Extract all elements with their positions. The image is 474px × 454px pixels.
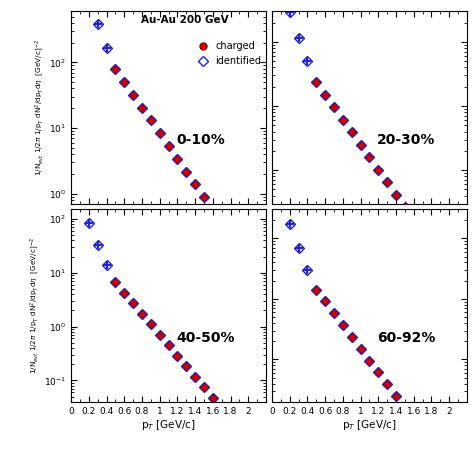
- Y-axis label: 1/N$_{evt}$ 1/2$\pi$ 1/p$_T$ dN$^2$/dp$_T$d$\eta$  [GeV/c]$^{-2}$: 1/N$_{evt}$ 1/2$\pi$ 1/p$_T$ dN$^2$/dp$_…: [28, 237, 41, 374]
- Y-axis label: 1/N$_{evt}$ 1/2$\pi$ 1/p$_T$ dN$^2$/dp$_T$d$\eta$  [GeV/c]$^{-2}$: 1/N$_{evt}$ 1/2$\pi$ 1/p$_T$ dN$^2$/dp$_…: [34, 39, 46, 176]
- X-axis label: p$_T$ [GeV/c]: p$_T$ [GeV/c]: [141, 419, 196, 432]
- Legend: charged, identified: charged, identified: [193, 41, 261, 66]
- Text: 60-92%: 60-92%: [377, 331, 436, 345]
- X-axis label: p$_T$ [GeV/c]: p$_T$ [GeV/c]: [342, 419, 397, 432]
- Text: Au-Au 200 GeV: Au-Au 200 GeV: [141, 15, 229, 25]
- Text: 40-50%: 40-50%: [176, 331, 235, 345]
- Text: 0-10%: 0-10%: [176, 133, 225, 147]
- Text: 20-30%: 20-30%: [377, 133, 436, 147]
